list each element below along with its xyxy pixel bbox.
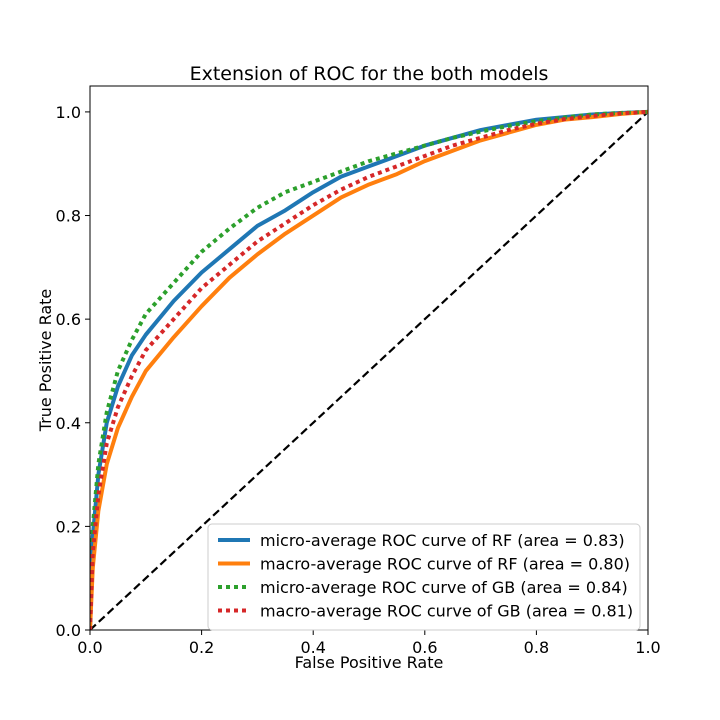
y-tick-label: 0.8 [56,207,81,226]
y-tick-label: 0.6 [56,310,81,329]
legend: micro-average ROC curve of RF (area = 0.… [207,523,641,631]
x-tick-label: 0.2 [189,638,214,657]
y-axis-ticks: 0.0 0.2 0.4 0.6 0.8 1.0 [56,103,90,640]
legend-entry-label: micro-average ROC curve of RF (area = 0.… [260,531,625,550]
y-tick-label: 0.4 [56,414,81,433]
x-tick-label: 1.0 [635,638,660,657]
x-tick-label: 0.8 [524,638,549,657]
x-axis-label: False Positive Rate [295,653,444,672]
y-tick-label: 0.2 [56,517,81,536]
legend-entry-label: macro-average ROC curve of RF (area = 0.… [260,555,630,574]
plot-area [89,85,649,631]
chart-title: Extension of ROC for the both models [190,63,549,85]
series-lines [90,109,648,630]
x-tick-label: 0.4 [300,638,325,657]
x-axis-ticks: 0.0 0.2 0.4 0.6 0.8 1.0 [77,630,661,657]
x-tick-label: 0.6 [412,638,437,657]
y-tick-label: 1.0 [56,103,81,122]
series-line-3 [90,109,648,630]
x-tick-label: 0.0 [77,638,102,657]
y-axis-label: True Positive Rate [36,289,55,433]
series-line-0 [90,109,648,630]
legend-box [207,523,641,631]
y-tick-label: 0.0 [56,621,81,640]
legend-entry-label: macro-average ROC curve of GB (area = 0.… [260,602,633,621]
series-line-1 [90,109,648,630]
chance-diagonal-line [90,111,648,630]
legend-entry-label: micro-average ROC curve of GB (area = 0.… [260,578,628,597]
